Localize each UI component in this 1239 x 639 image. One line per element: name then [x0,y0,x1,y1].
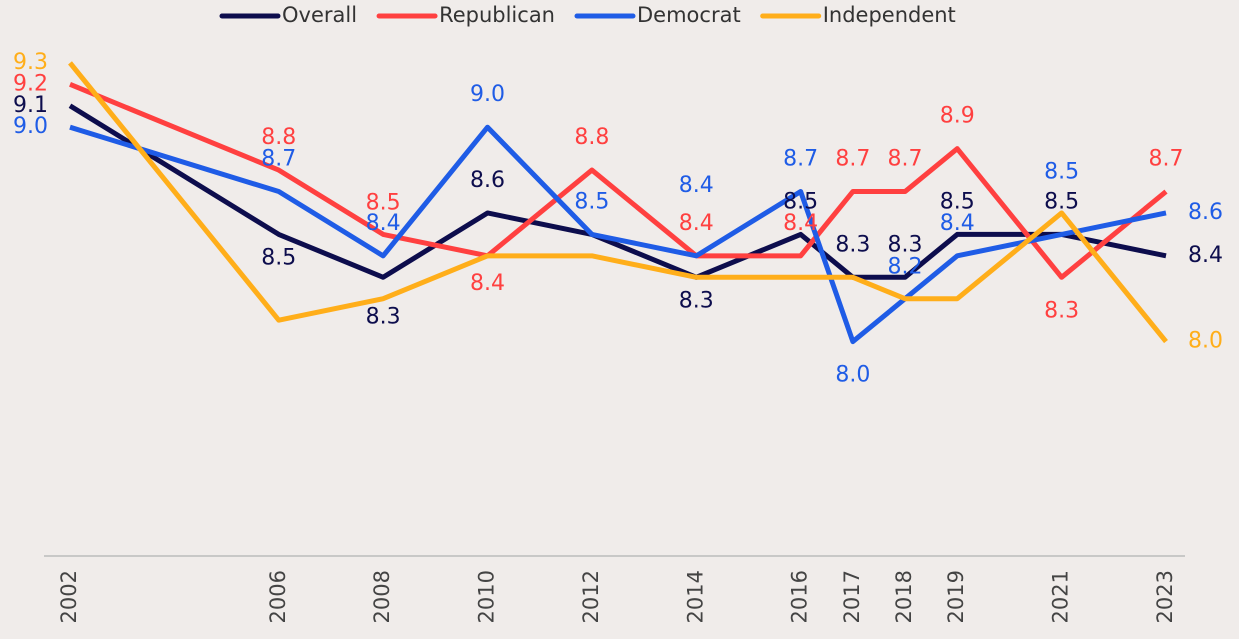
x-tick-label: 2018 [892,570,916,623]
data-label: 9.2 [13,71,48,96]
series-line [69,82,1168,280]
data-label: 8.6 [1188,200,1223,225]
legend-label: Independent [823,3,956,27]
data-label: 8.4 [679,173,714,198]
data-label: 8.9 [940,104,975,129]
data-label: 8.4 [783,211,818,236]
x-tick-label: 2021 [1049,570,1073,623]
data-label: 8.4 [1188,243,1223,268]
data-label: 8.0 [1188,329,1223,354]
x-tick-label: 2019 [944,570,968,623]
data-label: 9.1 [13,93,48,118]
series-line [69,124,1167,345]
legend-label: Overall [282,3,357,27]
legend-label: Democrat [637,3,741,27]
legend-label: Republican [439,3,555,27]
x-tick-label: 2016 [788,570,812,623]
data-label: 9.3 [13,50,48,75]
data-label: 8.5 [783,189,818,214]
data-label: 8.8 [261,125,296,150]
data-label: 8.3 [679,288,714,313]
data-label: 8.3 [1044,298,1079,323]
x-tick-label: 2010 [475,570,499,623]
data-label: 8.0 [835,363,870,388]
x-tick-label: 2017 [840,570,864,623]
x-tick-label: 2023 [1153,570,1177,623]
data-label: 8.6 [470,168,505,193]
data-label: 8.3 [888,232,923,257]
series-line [68,61,1168,344]
x-tick-label: 2008 [370,570,394,623]
data-label: 8.4 [470,271,505,296]
data-label: 8.7 [261,147,296,172]
data-label: 8.7 [783,147,818,172]
data-label: 8.5 [261,245,296,270]
data-label: 8.7 [888,147,923,172]
data-label: 8.8 [574,125,609,150]
data-label: 8.3 [835,232,870,257]
data-label: 9.0 [13,114,48,139]
data-label: 8.7 [1149,147,1184,172]
data-label: 9.0 [470,82,505,107]
x-tick-label: 2002 [57,570,81,623]
data-label: 8.4 [366,211,401,236]
x-tick-label: 2012 [579,570,603,623]
x-tick-label: 2014 [683,570,707,623]
data-label: 8.5 [1044,189,1079,214]
data-label: 8.5 [366,190,401,215]
data-label: 8.7 [835,147,870,172]
data-label: 8.4 [679,211,714,236]
data-label: 8.2 [888,255,923,280]
data-label: 8.5 [574,189,609,214]
data-label: 8.5 [1044,159,1079,184]
x-tick-label: 2006 [266,570,290,623]
data-label: 8.3 [366,304,401,329]
data-label: 8.5 [940,189,975,214]
data-label: 8.4 [940,211,975,236]
